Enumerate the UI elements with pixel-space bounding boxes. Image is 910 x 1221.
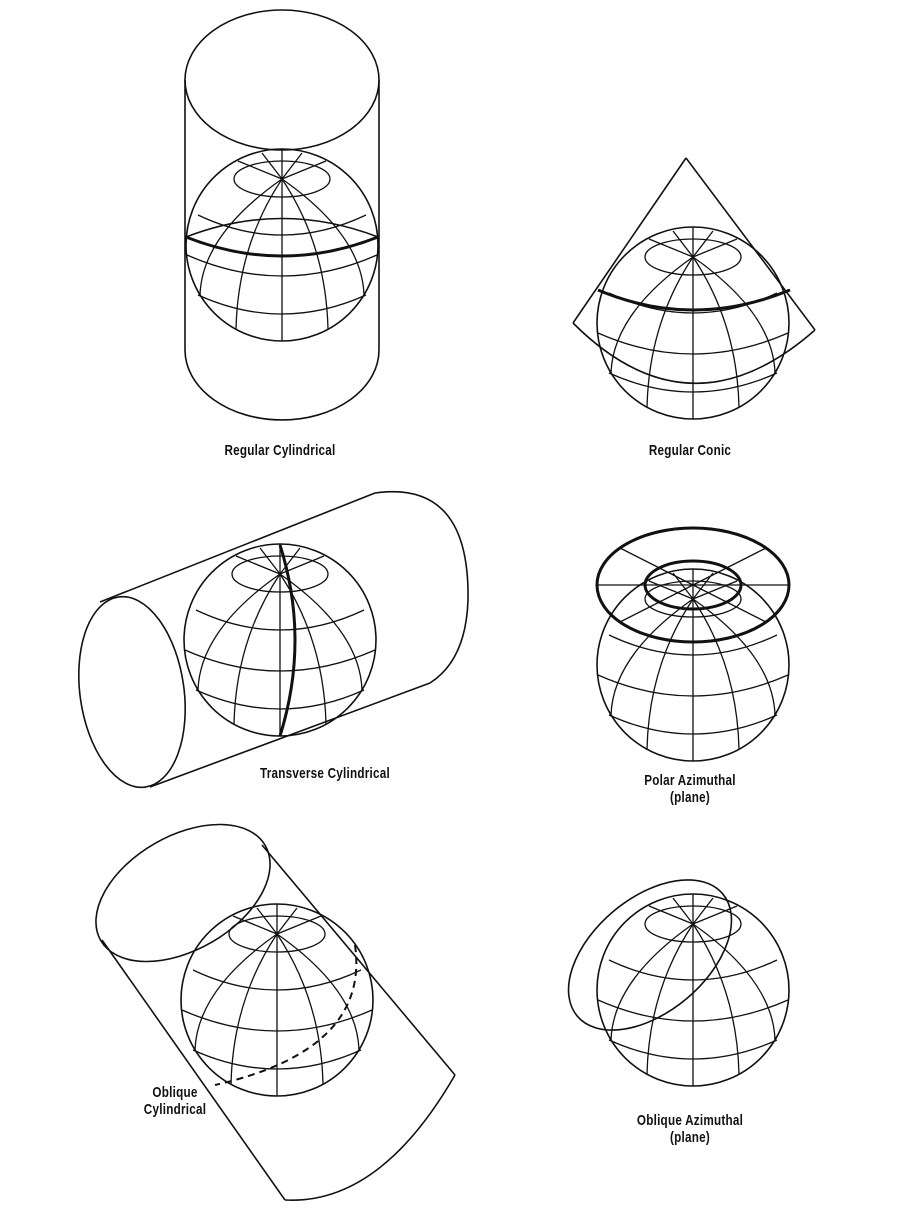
label-oblique-azimuthal: Oblique Azimuthal xyxy=(636,1112,744,1129)
transverse-cylindrical-diagram xyxy=(78,491,469,789)
globe xyxy=(180,903,374,1097)
label-oblique-cylindrical-2: Cylindrical xyxy=(143,1101,207,1118)
oblique-azimuthal-diagram xyxy=(567,879,790,1087)
tangent-line xyxy=(185,235,379,258)
tangent-line xyxy=(278,544,297,737)
tangent-dashed-line xyxy=(214,944,358,1086)
regular-cylindrical-diagram xyxy=(184,9,380,421)
tangent-line xyxy=(597,288,791,312)
label-polar-azimuthal-plane: (plane) xyxy=(670,789,710,806)
globe xyxy=(596,893,790,1087)
plane-ellipse xyxy=(567,879,733,1031)
globe xyxy=(185,148,379,342)
regular-conic-diagram xyxy=(572,157,816,420)
oblique-cylindrical-diagram xyxy=(95,823,456,1201)
label-regular-cylindrical: Regular Cylindrical xyxy=(224,442,336,459)
label-oblique-azimuthal-plane: (plane) xyxy=(670,1129,710,1146)
label-oblique-cylindrical-1: Oblique xyxy=(152,1084,198,1101)
polar-azimuthal-diagram xyxy=(595,526,791,762)
globe xyxy=(183,543,377,737)
label-transverse-cylindrical: Transverse Cylindrical xyxy=(259,765,391,782)
cylinder-top-ellipse xyxy=(95,823,271,963)
cylinder-end-ellipse xyxy=(78,595,186,789)
label-regular-conic: Regular Conic xyxy=(648,442,732,459)
cylinder-top-ellipse xyxy=(184,9,380,151)
label-polar-azimuthal: Polar Azimuthal xyxy=(644,772,736,789)
globe xyxy=(596,568,790,762)
